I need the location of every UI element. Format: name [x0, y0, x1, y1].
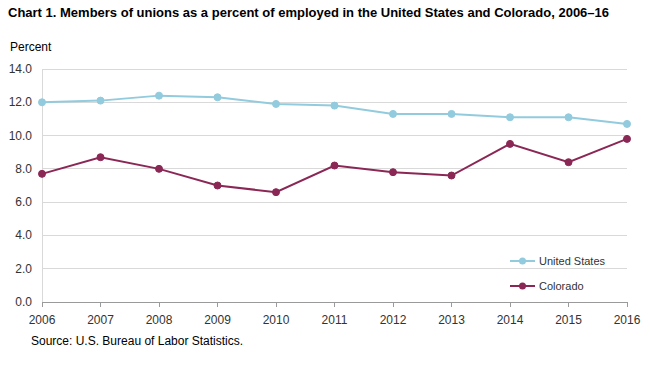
series-marker: [273, 100, 280, 107]
series-marker: [156, 92, 163, 99]
y-tick-label: 14.0: [9, 62, 33, 76]
series-marker: [390, 169, 397, 176]
x-tick: [276, 302, 277, 307]
x-tick: [159, 302, 160, 307]
x-tick: [42, 302, 43, 307]
x-tick-label: 2012: [380, 313, 407, 327]
series-marker: [39, 99, 46, 106]
series-marker: [448, 110, 455, 117]
series-marker: [624, 120, 631, 127]
x-tick: [334, 302, 335, 307]
x-tick-label: 2014: [497, 313, 524, 327]
grid-line: [42, 235, 627, 236]
y-tick-label: 0.0: [15, 295, 32, 309]
series-marker: [507, 114, 514, 121]
x-tick-label: 2009: [204, 313, 231, 327]
x-tick-label: 2015: [555, 313, 582, 327]
series-marker: [565, 159, 572, 166]
chart: Chart 1. Members of unions as a percent …: [0, 0, 650, 370]
x-tick-label: 2010: [263, 313, 290, 327]
series-marker: [448, 172, 455, 179]
x-tick-label: 2013: [438, 313, 465, 327]
x-tick: [393, 302, 394, 307]
series-line: [42, 139, 627, 192]
x-tick: [510, 302, 511, 307]
legend-marker: [519, 258, 526, 265]
x-tick: [568, 302, 569, 307]
series-marker: [565, 114, 572, 121]
x-tick-label: 2007: [87, 313, 114, 327]
grid-line: [42, 202, 627, 203]
series-marker: [331, 102, 338, 109]
title: Chart 1. Members of unions as a percent …: [8, 5, 609, 20]
series-marker: [390, 110, 397, 117]
series-marker: [39, 170, 46, 177]
x-tick-label: 2011: [322, 313, 348, 327]
grid-line: [42, 69, 627, 70]
y-tick-label: 2.0: [15, 262, 32, 276]
y-axis-label: Percent: [10, 40, 52, 54]
grid-line: [42, 268, 627, 269]
plot-area: [39, 92, 631, 196]
legend-marker: [519, 283, 526, 290]
x-tick-label: 2016: [614, 313, 641, 327]
x-tick: [100, 302, 101, 307]
series-line: [42, 96, 627, 124]
y-tick-label: 10.0: [9, 129, 33, 143]
y-tick-label: 4.0: [15, 228, 32, 242]
series-marker: [156, 165, 163, 172]
source-note: Source: U.S. Bureau of Labor Statistics.: [31, 334, 243, 348]
series-marker: [214, 182, 221, 189]
x-tick-label: 2008: [146, 313, 173, 327]
y-tick-label: 8.0: [15, 162, 32, 176]
legend-label: Colorado: [539, 280, 584, 292]
series-marker: [331, 162, 338, 169]
y-tick-label: 6.0: [15, 195, 32, 209]
x-tick-label: 2006: [29, 313, 56, 327]
x-tick: [217, 302, 218, 307]
y-tick-label: 12.0: [9, 95, 33, 109]
x-tick: [627, 302, 628, 307]
legend-label: United States: [539, 255, 606, 267]
x-tick: [451, 302, 452, 307]
series-marker: [273, 189, 280, 196]
series-marker: [97, 97, 104, 104]
series-marker: [507, 140, 514, 147]
series-marker: [214, 94, 221, 101]
grid-line: [42, 135, 627, 136]
series-marker: [624, 135, 631, 142]
series-marker: [97, 154, 104, 161]
